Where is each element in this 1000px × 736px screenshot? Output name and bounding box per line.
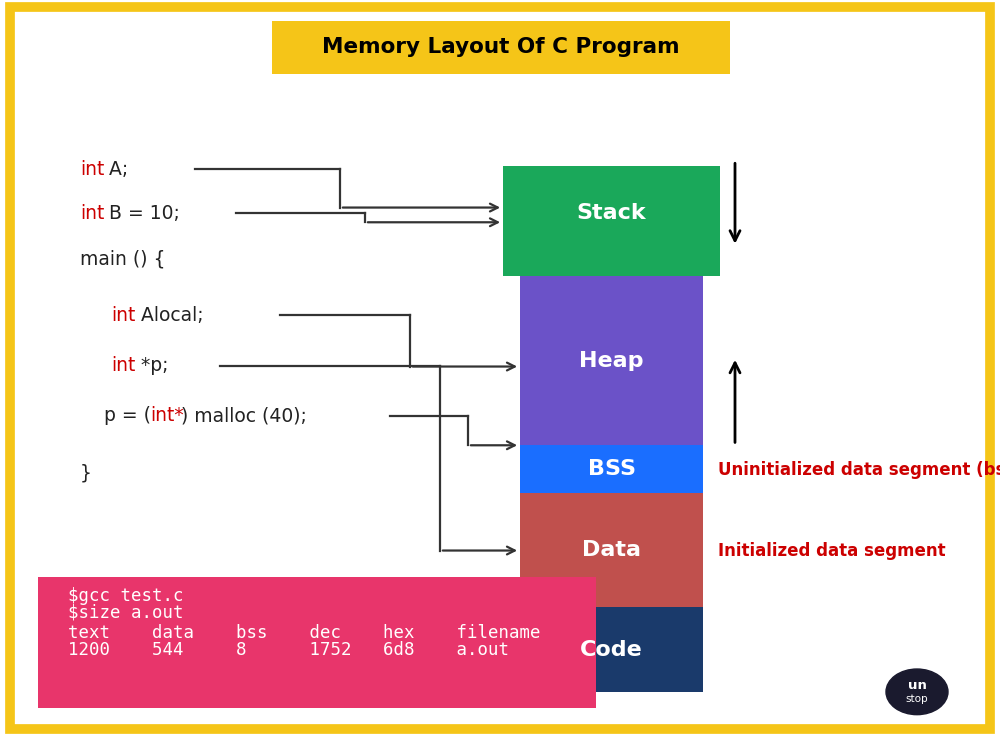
Text: int: int (80, 160, 104, 179)
Text: Alocal;: Alocal; (135, 305, 203, 325)
Text: int: int (111, 356, 136, 375)
Bar (520, 607, 703, 692)
Text: BSS: BSS (588, 459, 636, 479)
Circle shape (886, 669, 948, 715)
Text: Uninitialized data segment (bss): Uninitialized data segment (bss) (718, 461, 1000, 478)
Text: $size a.out: $size a.out (68, 604, 184, 621)
FancyBboxPatch shape (272, 21, 730, 74)
Text: Code: Code (580, 640, 643, 659)
Text: Stack: Stack (577, 203, 646, 224)
Bar (38, 577, 596, 708)
FancyBboxPatch shape (10, 7, 990, 729)
Text: main () {: main () { (80, 250, 166, 269)
Text: un: un (908, 679, 926, 692)
Text: Initialized data segment: Initialized data segment (718, 542, 946, 559)
Text: ) malloc (40);: ) malloc (40); (181, 406, 307, 425)
Text: int: int (111, 305, 136, 325)
Text: int: int (80, 204, 104, 223)
Text: text    data    bss    dec    hex    filename: text data bss dec hex filename (68, 624, 540, 642)
Text: }: } (80, 463, 92, 482)
Text: stop: stop (906, 694, 928, 704)
Text: Heap: Heap (579, 350, 644, 371)
Bar (520, 276, 703, 445)
Text: int*: int* (150, 406, 184, 425)
Text: B = 10;: B = 10; (103, 204, 180, 223)
Bar (520, 493, 703, 607)
Text: p = (: p = ( (80, 406, 151, 425)
Text: *p;: *p; (135, 356, 168, 375)
Bar (503, 261, 720, 276)
Bar (520, 445, 703, 493)
Text: A;: A; (103, 160, 129, 179)
Text: Data: Data (582, 540, 641, 560)
Text: 1200    544     8      1752   6d8    a.out: 1200 544 8 1752 6d8 a.out (68, 641, 509, 659)
Bar (503, 166, 720, 261)
Text: $gcc test.c: $gcc test.c (68, 587, 184, 605)
Text: Memory Layout Of C Program: Memory Layout Of C Program (322, 37, 680, 57)
